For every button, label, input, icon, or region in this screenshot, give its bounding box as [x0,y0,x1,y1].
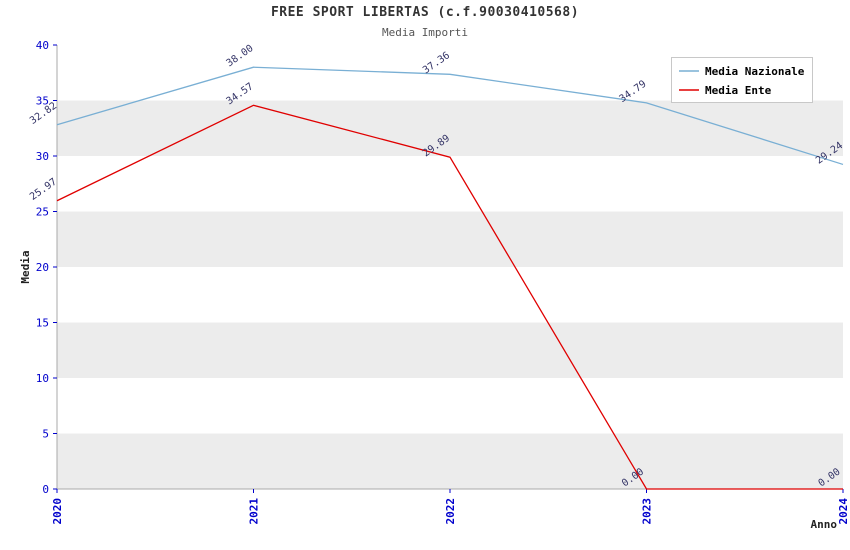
chart-title: FREE SPORT LIBERTAS (c.f.90030410568) [271,5,579,20]
plot-band [57,100,843,156]
y-tick-label: 35 [36,95,49,108]
plot-band [57,211,843,267]
plot-band [57,322,843,378]
y-axis-label: Media [19,250,32,283]
series-line-media-ente [56,104,843,490]
legend: Media Nazionale Media Ente [671,57,813,103]
y-tick-label: 5 [42,428,49,441]
plot-band [57,156,843,212]
plot-band [57,433,843,489]
x-tick-label: 2020 [51,498,64,525]
legend-box [671,57,813,103]
series-line-media-nazionale [56,66,844,166]
x-axis-label: Anno [811,518,838,531]
value-label: 25.97 [28,177,59,203]
y-tick-label: 25 [36,206,49,219]
x-tick-label: 2024 [837,498,850,525]
legend-label-media-nazionale: Media Nazionale [705,65,805,78]
y-tick-label: 15 [36,317,49,330]
chart-subtitle: Media Importi [382,26,468,39]
plot-band [57,267,843,323]
x-tick-label: 2022 [444,498,457,525]
x-tick-label: 2023 [641,498,654,525]
y-tick-label: 10 [36,372,49,385]
y-tick-label: 30 [36,150,49,163]
y-tick-label: 0 [42,483,49,496]
y-tick-label: 20 [36,261,49,274]
x-tick-label: 2021 [248,498,261,525]
plot-band [57,378,843,434]
y-tick-label: 40 [36,39,49,52]
legend-label-media-ente: Media Ente [705,84,772,97]
